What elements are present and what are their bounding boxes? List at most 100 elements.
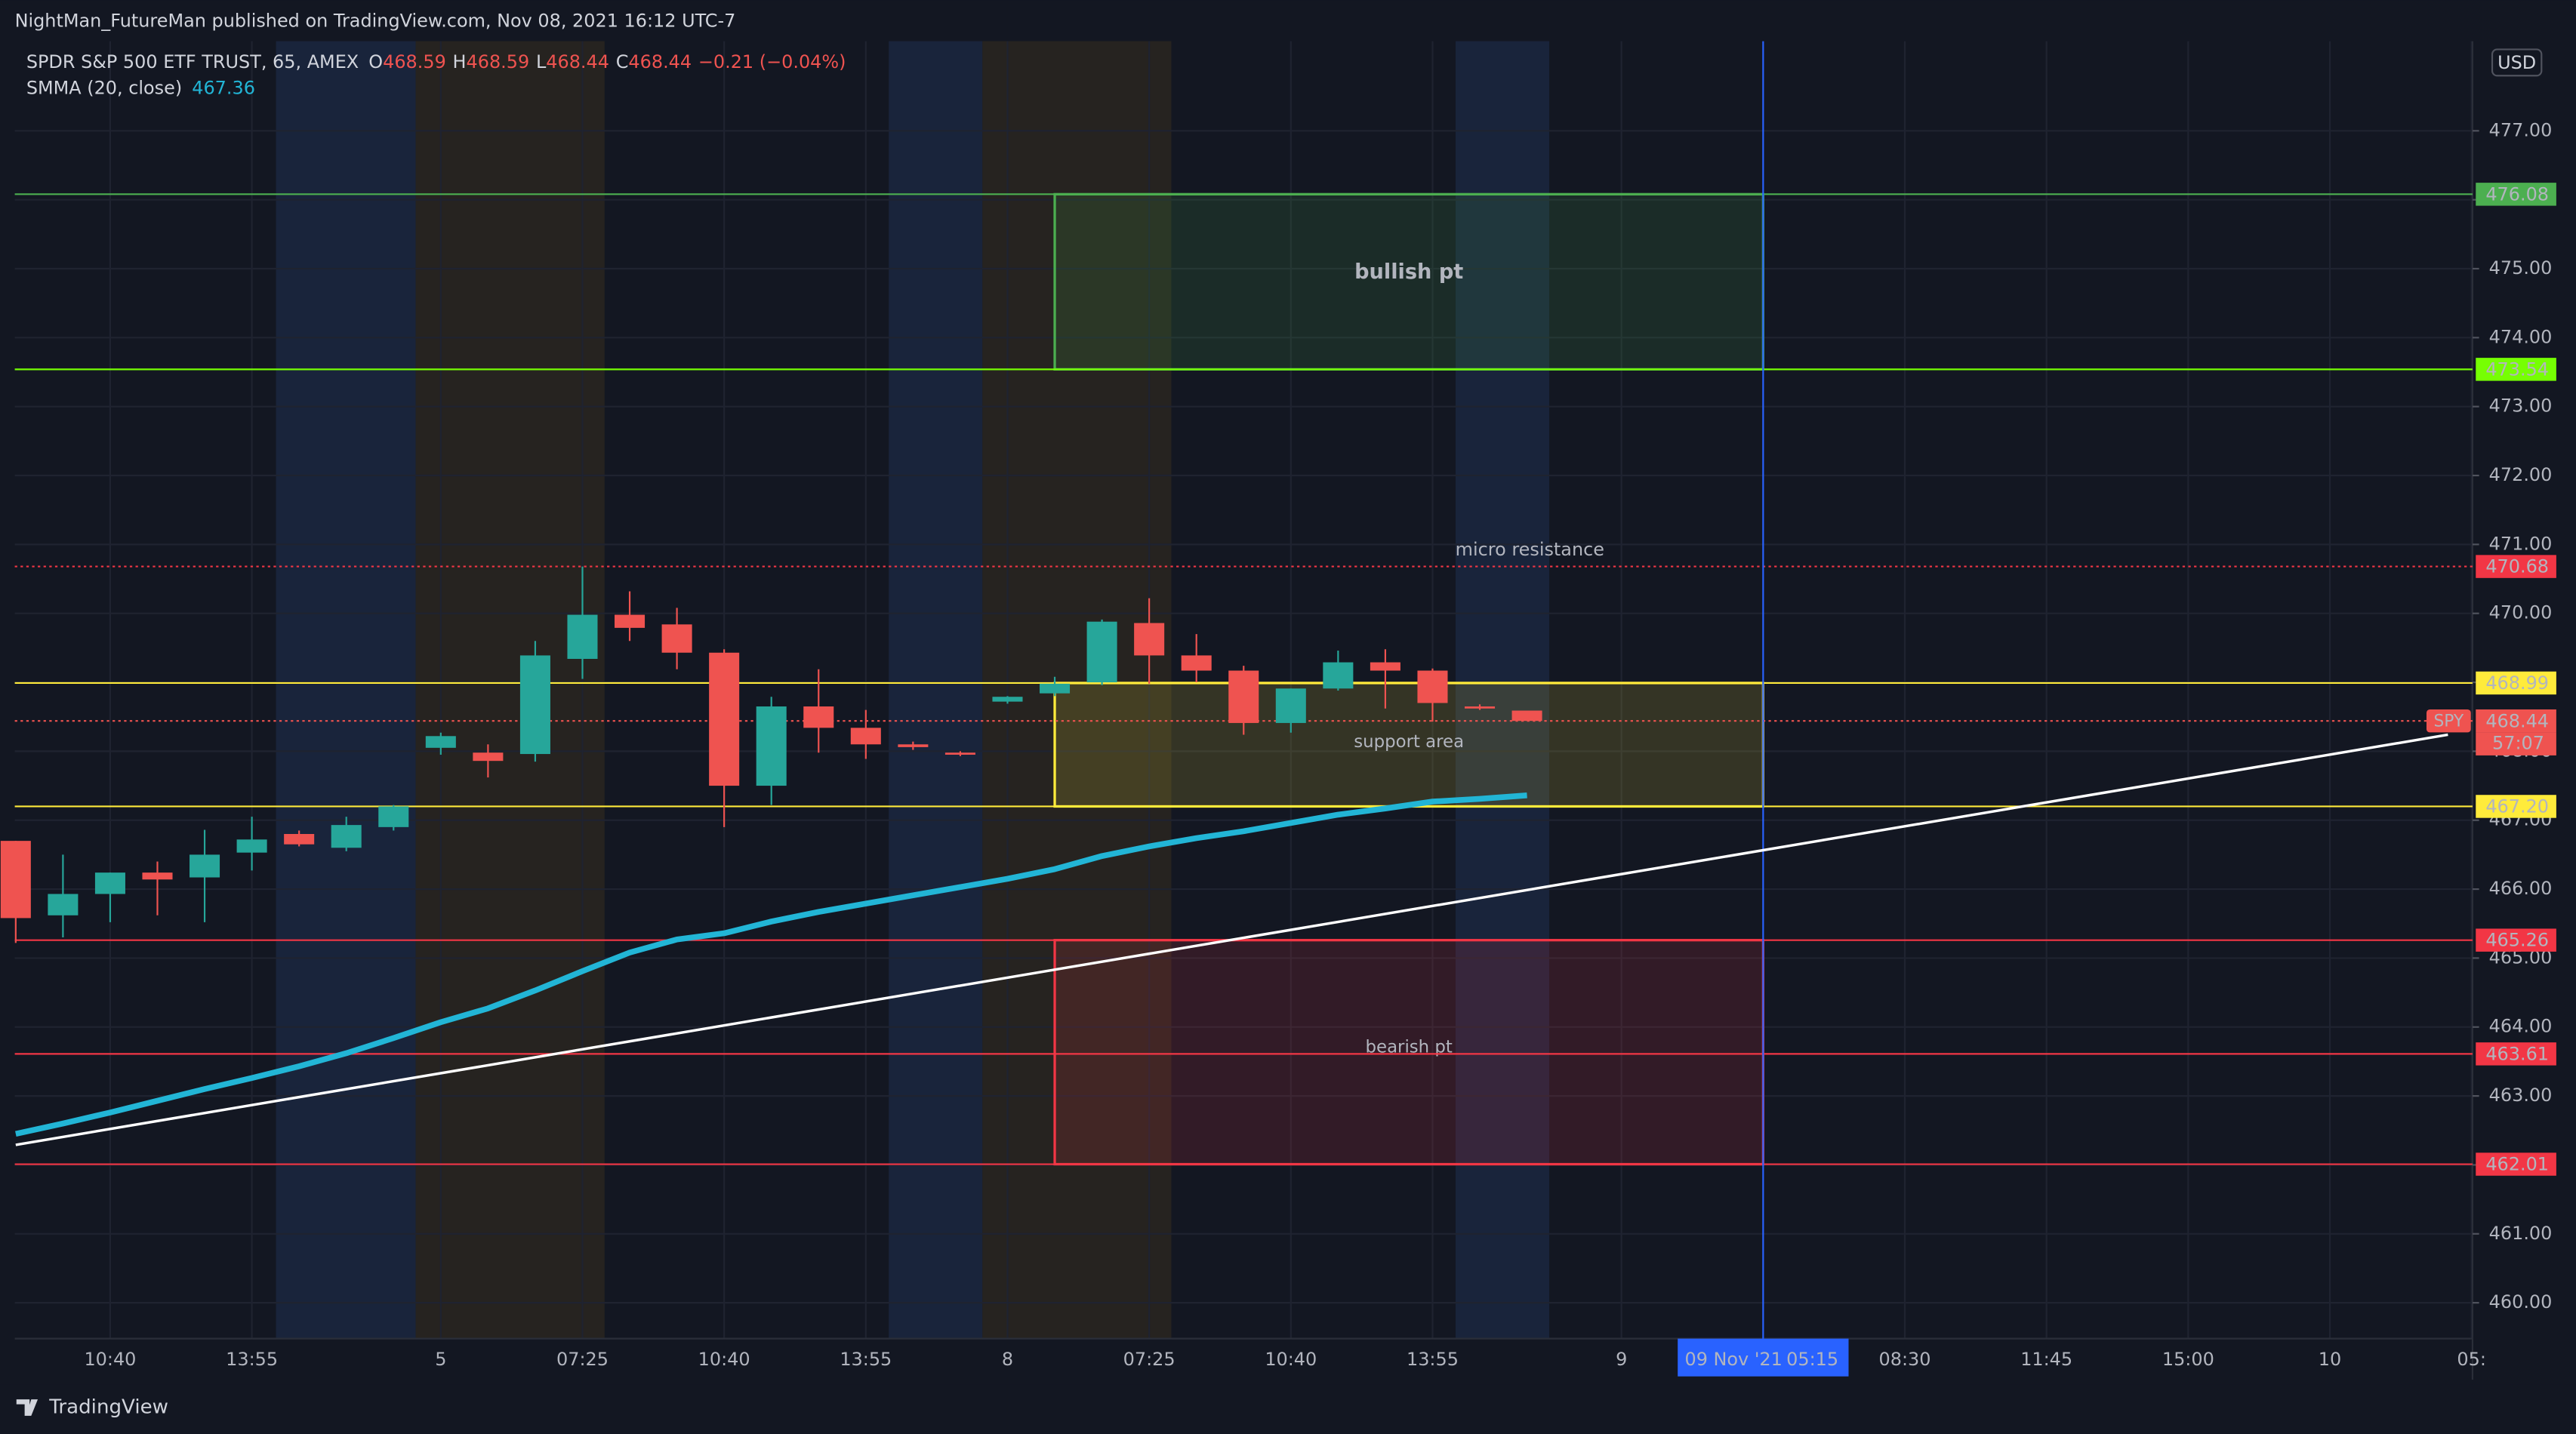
legend-row: SPDR S&P 500 ETF TRUST, 65, AMEX O468.59 H… [26,51,846,72]
crosshair-time: 05:15 [1786,1349,1838,1370]
y-tick-label: 463.00 [2489,1085,2553,1106]
session-band [1455,41,1549,1339]
y-tick-label: 474.00 [2489,326,2553,347]
ohlc-value: 468.44 [628,51,692,72]
price-tag-label: 476.08 [2485,183,2549,205]
x-tick-label: 07:25 [1123,1349,1176,1370]
candle-body [1134,623,1165,656]
ohlc-value: 468.59 [383,51,446,72]
trendline [15,733,2448,1146]
candle [661,608,692,669]
x-tick-label: 8 [1002,1349,1013,1370]
candle [898,741,929,750]
candle-body [1275,688,1306,723]
candle-body [1323,662,1354,689]
candle-body [615,614,646,628]
candle-body [425,736,456,748]
smma-line [15,792,1527,1137]
session-band [982,41,1172,1339]
candle [94,872,125,922]
price-tag-label: 463.61 [2485,1043,2549,1064]
x-tick-label: 5 [435,1349,446,1370]
session-band [415,41,605,1339]
x-tick-label: 13:55 [226,1349,278,1370]
candle-body [944,752,975,755]
candle [567,566,598,679]
currency: USD [2497,52,2536,73]
y-tick-label: 473.00 [2489,395,2553,417]
ohlc-value: 468.59 [467,51,530,72]
grid [14,41,2473,1339]
candle [1511,710,1542,722]
candle-body [190,854,220,878]
candle [1275,688,1306,733]
candle [48,854,79,938]
price-tag [2476,555,2556,578]
candle [756,697,787,805]
candle-body [1465,706,1496,709]
candle-body [331,825,362,848]
candle [1465,704,1496,710]
candle-body [0,841,31,919]
price-tag-label: 468.44 [2485,710,2549,731]
y-tick-label: 464.00 [2489,1016,2553,1037]
candle [0,841,31,943]
candle-body [1370,662,1400,671]
candle [1228,666,1259,735]
ohlc-key: H [453,51,467,72]
x-tick-label: 10:40 [84,1349,136,1370]
candle-body [284,834,315,845]
candle [425,732,456,755]
candle-body [898,744,929,747]
crosshair-label-box [1678,1338,1849,1377]
y-tick-label: 472.00 [2489,464,2553,485]
candle [992,696,1023,704]
candle-body [142,872,173,880]
crosshair-date: 09 Nov '21 [1684,1349,1782,1370]
candle [1134,598,1165,684]
candle [236,817,267,871]
y-tick-label: 471.00 [2489,533,2553,554]
candle-body [1228,670,1259,723]
price-tag [2476,358,2556,381]
candle-body [519,655,550,755]
price-tag-label: 473.54 [2485,358,2549,380]
x-tick-label: 05: [2457,1349,2486,1370]
price-tag [2476,1042,2556,1066]
countdown-box [2476,732,2556,755]
candle-body [1511,710,1542,722]
candle [944,751,975,756]
zone-label: support area [1354,732,1464,752]
indicator-value: 467.36 [192,78,255,99]
x-tick-label: 10:40 [1265,1349,1317,1370]
symbol: SPDR S&P 500 ETF TRUST, 65, AMEX [26,51,359,72]
price-tag [2476,671,2556,695]
price-tag [2476,709,2556,733]
countdown: 57:07 [2492,733,2544,754]
indicator-legend: SMMA (20, close) 467.36 [26,78,255,99]
candle [473,744,504,778]
y-tick-label: 475.00 [2489,257,2553,278]
x-tick-label: 08:30 [1879,1349,1931,1370]
candle-body [473,752,504,762]
indicator-name: SMMA (20, close) [26,78,182,99]
candle-body [236,839,267,853]
footer-bar [0,1384,2576,1434]
candle-body [850,728,881,745]
currency-box[interactable] [2491,48,2543,77]
candle-body [1417,670,1448,703]
y-tick-label: 461.00 [2489,1223,2553,1244]
x-tick-label: 11:45 [2020,1349,2072,1370]
footer-logo [16,1399,39,1416]
x-tick-label: 15:00 [2162,1349,2214,1370]
candle [1323,651,1354,691]
symbol-tag [2426,709,2471,733]
candle [709,649,740,827]
candle-body [1040,683,1071,694]
x-tick-label: 10:40 [698,1349,750,1370]
candle-body [803,706,834,728]
price-tag-label: 462.01 [2485,1154,2549,1175]
price-tag-label: 467.20 [2485,796,2549,817]
candle [1417,668,1448,722]
